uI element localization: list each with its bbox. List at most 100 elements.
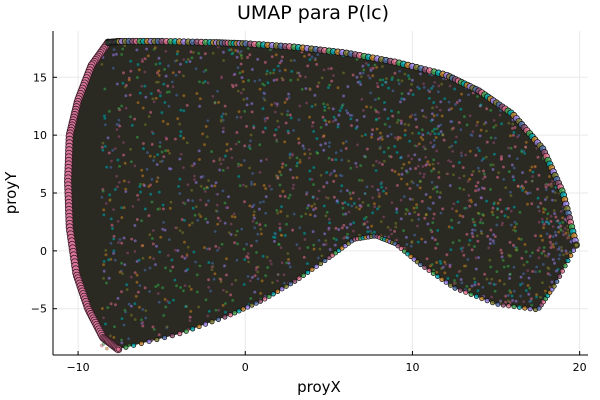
data-point-edge-bottom [411, 256, 417, 262]
data-point [503, 185, 508, 190]
data-point [264, 157, 269, 162]
data-point [269, 187, 274, 192]
data-point [489, 295, 494, 299]
data-point [538, 295, 543, 300]
data-point [161, 313, 166, 318]
data-point [510, 163, 515, 167]
data-point [304, 86, 308, 91]
data-point [546, 211, 550, 216]
data-point [315, 196, 320, 201]
data-point-edge-bottom [322, 258, 328, 264]
data-point-edge-bottom [408, 253, 414, 260]
data-point [546, 266, 550, 270]
data-point [470, 248, 474, 252]
data-point [203, 51, 208, 56]
data-point [136, 100, 140, 105]
data-point [512, 265, 516, 270]
data-point [272, 78, 276, 83]
data-point [342, 223, 346, 228]
data-point [179, 108, 183, 112]
data-point [551, 224, 555, 229]
data-point [546, 183, 551, 187]
data-point [396, 78, 401, 82]
data-point [288, 78, 293, 83]
data-point [246, 274, 250, 279]
data-point [113, 187, 118, 192]
data-point [274, 127, 278, 132]
data-point [322, 118, 327, 122]
data-point [258, 291, 263, 296]
data-point [493, 234, 498, 239]
data-point [291, 128, 296, 133]
data-point [421, 164, 425, 169]
data-point [413, 112, 418, 117]
data-point-edge-bottom [222, 314, 228, 320]
data-point [236, 89, 241, 93]
data-point [430, 220, 435, 225]
data-point [189, 188, 194, 193]
data-point [508, 190, 513, 195]
data-point [358, 203, 362, 208]
data-point [488, 237, 493, 242]
data-point [324, 214, 328, 218]
data-point [436, 124, 441, 129]
data-point [102, 213, 106, 217]
data-point [449, 218, 454, 223]
data-point [348, 222, 353, 227]
data-point-edge-bottom [253, 300, 259, 306]
data-point [186, 198, 191, 203]
data-point [512, 289, 517, 293]
data-point [530, 269, 535, 274]
data-point [152, 99, 156, 104]
data-point [384, 186, 389, 190]
data-point [357, 178, 362, 183]
data-point [205, 247, 209, 251]
data-point [142, 183, 147, 188]
data-point [531, 170, 535, 174]
data-point [154, 244, 159, 249]
data-point [327, 217, 332, 222]
data-point [301, 144, 305, 148]
data-point [317, 189, 321, 193]
data-point [107, 109, 112, 114]
data-point [157, 73, 161, 78]
data-point [500, 251, 504, 255]
data-point [377, 160, 382, 165]
data-point [543, 289, 548, 293]
data-point [408, 186, 412, 191]
data-point [129, 313, 134, 318]
data-point [480, 158, 484, 163]
data-point [126, 336, 131, 341]
data-point [466, 93, 471, 97]
data-point [250, 171, 255, 176]
data-point [364, 215, 368, 220]
data-point [102, 259, 106, 264]
data-point [117, 124, 122, 128]
data-point [364, 104, 369, 109]
data-point [324, 170, 329, 175]
data-point [415, 144, 419, 148]
data-point [372, 204, 377, 209]
data-point [277, 170, 282, 174]
data-point [182, 240, 187, 244]
data-point [295, 242, 299, 247]
data-point [421, 175, 426, 179]
data-point [348, 191, 352, 195]
data-point-edge-bottom [439, 276, 445, 282]
data-point [341, 71, 346, 75]
data-point [322, 133, 326, 138]
data-point [213, 100, 217, 105]
data-point [547, 221, 551, 226]
data-point [278, 209, 283, 214]
data-point [427, 96, 432, 101]
data-point [424, 212, 429, 217]
data-point [442, 138, 446, 142]
data-point [355, 75, 359, 80]
data-point [177, 191, 182, 196]
data-point [433, 246, 438, 251]
data-point [181, 165, 186, 170]
data-point [104, 201, 109, 206]
data-point [139, 218, 144, 223]
data-point [380, 64, 385, 69]
data-point [465, 123, 469, 127]
